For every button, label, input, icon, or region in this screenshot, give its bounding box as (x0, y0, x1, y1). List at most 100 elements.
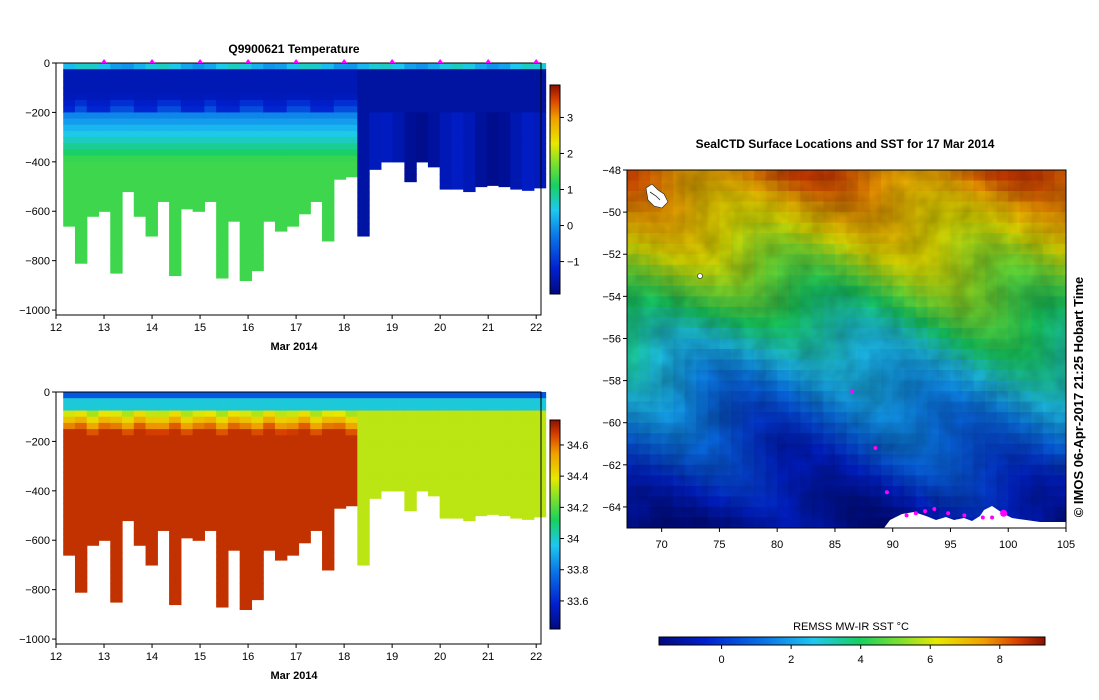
x-tick-label: 20 (434, 322, 446, 334)
section-cell (474, 447, 488, 455)
section-cell (274, 93, 288, 101)
section-cell (74, 192, 88, 200)
section-cell (216, 161, 229, 169)
section-cell (239, 100, 253, 107)
section-cell (298, 527, 311, 535)
section-cell (251, 589, 264, 597)
section-cell (286, 143, 300, 151)
section-cell (227, 198, 241, 206)
section-cell (298, 453, 311, 461)
section-cell (110, 161, 123, 169)
section-cell (133, 198, 147, 206)
section-cell (74, 198, 88, 206)
section-cell (145, 398, 158, 405)
section-cell (451, 149, 464, 157)
section-cell (392, 478, 405, 486)
section-cell (392, 100, 405, 107)
section-cell (192, 509, 205, 517)
section-cell (204, 180, 217, 188)
y-tick-label: −400 (25, 486, 50, 498)
section-cell (310, 416, 323, 424)
section-cell (110, 521, 123, 529)
section-cell (63, 223, 76, 227)
section-cell (357, 459, 370, 467)
section-cell (357, 429, 370, 436)
section-cell (251, 392, 264, 399)
section-cell (157, 527, 170, 531)
section-cell (192, 521, 205, 529)
section-cell (110, 112, 123, 120)
section-cell (486, 168, 500, 175)
section-cell (180, 490, 194, 498)
y-tick-label: −600 (25, 206, 50, 218)
section-cell (110, 100, 123, 107)
section-cell (274, 211, 288, 219)
section-cell (180, 155, 194, 163)
section-cell (98, 155, 111, 163)
section-cell (533, 155, 547, 163)
section-cell (392, 453, 405, 461)
section-cell (439, 161, 453, 169)
section-cell (145, 205, 158, 212)
section-cell (227, 534, 241, 541)
section-cell (110, 416, 123, 424)
section-cell (404, 143, 417, 151)
section-cell (486, 398, 500, 405)
section-cell (63, 155, 76, 163)
section-cell (98, 186, 111, 194)
section-cell (333, 93, 347, 101)
section-cell (357, 404, 370, 412)
section-cell (180, 198, 194, 206)
section-cell (227, 453, 241, 461)
section-cell (157, 503, 170, 510)
section-cell (133, 168, 147, 175)
section-cell (263, 540, 276, 548)
section-cell (345, 161, 358, 169)
section-cell (333, 447, 347, 455)
section-cell (251, 93, 264, 101)
section-cell (145, 441, 158, 449)
section-cell (498, 490, 511, 498)
section-cell (286, 180, 300, 188)
section-cell (86, 478, 100, 486)
section-cell (251, 515, 264, 523)
section-cell (239, 161, 253, 169)
section-cell (180, 192, 194, 200)
section-cell (98, 192, 111, 200)
colorbar-tick-label: 2 (567, 148, 573, 160)
section-cell (263, 155, 276, 163)
section-cell (74, 106, 88, 114)
section-cell (427, 429, 441, 436)
section-cell (63, 398, 76, 405)
section-cell (216, 229, 229, 237)
section-cell (74, 527, 88, 535)
section-cell (86, 404, 100, 412)
section-cell (133, 466, 147, 473)
section-cell (522, 490, 535, 498)
section-cell (510, 410, 523, 418)
section-cell (380, 404, 394, 412)
section-cell (157, 87, 170, 95)
section-cell (474, 69, 488, 76)
section-cell (145, 69, 158, 76)
section-cell (169, 503, 182, 510)
section-cell (357, 63, 370, 70)
section-cell (345, 118, 358, 126)
section-cell (192, 441, 205, 449)
section-cell (510, 180, 523, 188)
section-cell (310, 422, 323, 430)
section-cell (322, 149, 335, 157)
section-cell (98, 478, 111, 486)
section-cell (451, 118, 464, 126)
section-cell (274, 447, 288, 455)
section-cell (251, 410, 264, 418)
section-cell (310, 75, 323, 83)
section-cell (522, 503, 535, 510)
section-cell (216, 260, 229, 268)
salinity-x-label: Mar 2014 (270, 670, 318, 682)
section-cell (180, 87, 194, 95)
section-cell (286, 155, 300, 163)
section-cell (110, 558, 123, 566)
sst-colorbar-label: REMSS MW-IR SST °C (793, 621, 909, 633)
section-cell (157, 453, 170, 461)
